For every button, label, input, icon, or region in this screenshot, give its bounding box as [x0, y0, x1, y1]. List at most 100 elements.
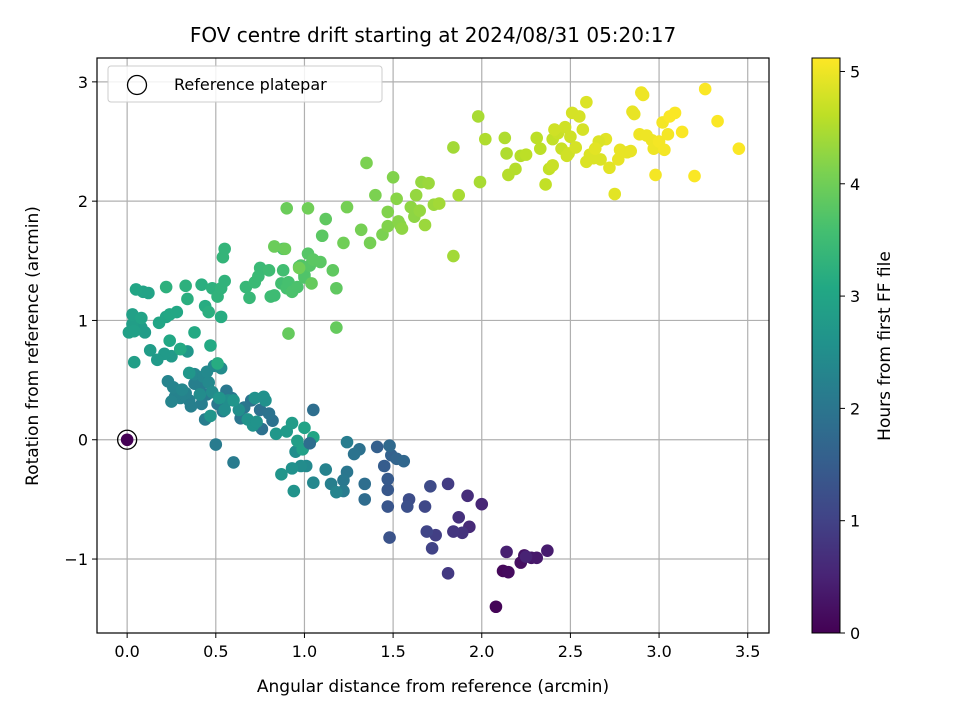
data-point-115 [143, 343, 157, 357]
data-point-118 [127, 355, 141, 369]
data-point-213 [498, 131, 512, 145]
plot-area: 0.0 0.5 1.0 1.5 2.0 2.5 3.0 3.5 −1 0 1 2 3 [64, 57, 770, 661]
data-point-133 [188, 326, 201, 339]
y-axis-ticks: −1 0 1 2 3 [64, 73, 97, 569]
data-point-220 [533, 142, 547, 155]
colorbar-tick-label-2: 2 [850, 399, 860, 418]
data-point-135 [211, 357, 224, 370]
data-point-262 [548, 123, 561, 136]
data-point-45 [330, 485, 343, 499]
data-point-150 [243, 291, 256, 305]
data-point-16 [441, 567, 455, 580]
data-point-245 [636, 88, 650, 102]
data-point-263 [560, 149, 574, 163]
data-point-232 [576, 123, 590, 136]
data-point-148 [218, 242, 231, 256]
data-point-105 [250, 415, 263, 429]
data-point-154 [262, 264, 276, 277]
data-point-251 [658, 143, 671, 157]
data-point-200 [409, 188, 423, 202]
data-point-182 [292, 261, 306, 275]
data-point-61 [303, 437, 317, 450]
data-point-173 [319, 212, 333, 226]
colorbar-tick-label-3: 3 [850, 287, 860, 306]
data-point-107 [213, 391, 226, 405]
data-point-94 [193, 388, 207, 401]
data-point-261 [569, 141, 583, 154]
legend-entry-reference: Reference platepar [174, 75, 327, 94]
data-point-142 [179, 279, 192, 293]
data-point-85 [165, 395, 178, 408]
y-axis-label: Rotation from reference (arcmin) [23, 206, 43, 486]
data-point-29 [377, 459, 391, 473]
data-point-218 [519, 148, 533, 161]
data-point-235 [594, 153, 607, 166]
data-point-88 [175, 383, 189, 396]
data-point-99 [218, 403, 231, 417]
data-point-187 [363, 236, 377, 250]
x-tick-label-4: 2.0 [469, 642, 494, 661]
data-point-0 [489, 600, 503, 614]
data-point-73 [209, 438, 223, 451]
data-point-214 [500, 147, 513, 160]
data-point-248 [649, 168, 662, 182]
data-point-171 [314, 255, 327, 269]
data-point-219 [530, 131, 544, 145]
data-point-38 [347, 447, 361, 461]
reference-point-ring [116, 429, 138, 450]
data-point-185 [340, 200, 354, 214]
data-point-267 [611, 153, 625, 166]
data-point-79 [188, 377, 201, 390]
data-point-74 [227, 456, 240, 469]
data-point-65 [262, 407, 276, 420]
data-point-209 [452, 188, 466, 202]
data-point-229 [564, 130, 577, 144]
data-point-183 [301, 202, 315, 215]
colorbar-tick-label-5: 5 [850, 62, 860, 81]
plot-frame [96, 57, 770, 634]
data-point-186 [354, 223, 368, 237]
data-point-6 [530, 551, 544, 565]
data-point-93 [200, 365, 214, 379]
data-point-51 [287, 484, 301, 498]
data-point-30 [370, 440, 384, 454]
data-point-204 [422, 176, 435, 190]
data-point-7 [541, 544, 554, 557]
data-point-130 [170, 305, 184, 319]
data-point-233 [580, 95, 593, 109]
data-point-60 [307, 403, 320, 417]
data-point-208 [447, 141, 460, 154]
data-point-15 [447, 525, 460, 538]
data-point-126 [129, 283, 143, 296]
data-point-201 [413, 204, 427, 217]
scatter-points [122, 82, 746, 614]
x-axis-ticks: 0.0 0.5 1.0 1.5 2.0 2.5 3.0 3.5 [114, 633, 760, 661]
data-point-174 [326, 264, 340, 277]
data-point-258 [711, 114, 724, 128]
data-point-203 [418, 218, 432, 232]
data-point-210 [471, 110, 485, 123]
legend-reference-marker-icon [126, 74, 148, 96]
data-point-114 [150, 353, 164, 367]
data-point-153 [252, 270, 265, 283]
data-point-141 [159, 280, 173, 294]
data-point-132 [174, 342, 187, 356]
data-point-17 [441, 477, 455, 491]
data-point-227 [558, 120, 572, 134]
data-point-180 [278, 242, 292, 256]
y-tick-label-2: 1 [78, 311, 88, 330]
data-point-255 [675, 125, 689, 139]
data-point-188 [360, 156, 373, 170]
data-point-26 [381, 500, 395, 513]
data-point-91 [202, 376, 216, 389]
data-point-58 [298, 421, 311, 435]
data-point-27 [381, 483, 395, 497]
data-point-108 [204, 409, 217, 423]
colorbar-gradient [811, 57, 841, 634]
data-point-269 [640, 129, 653, 142]
data-point-268 [624, 144, 637, 158]
data-point-231 [572, 110, 586, 123]
data-point-163 [291, 280, 304, 294]
data-point-52 [275, 468, 288, 481]
data-point-9 [519, 550, 533, 563]
